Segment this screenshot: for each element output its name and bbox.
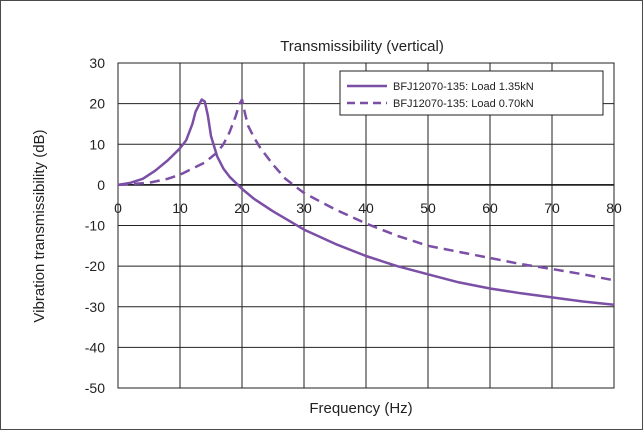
x-tick-label: 70 <box>544 200 560 216</box>
y-tick-label: -30 <box>85 299 105 315</box>
legend: BFJ12070-135: Load 1.35kN BFJ12070-135: … <box>339 70 604 116</box>
y-tick-label: -50 <box>85 380 105 396</box>
x-tick-label: 50 <box>420 200 436 216</box>
y-tick-label: -10 <box>85 218 105 234</box>
series-line-2 <box>117 98 615 282</box>
x-tick-label: 40 <box>358 200 374 216</box>
legend-label-2: BFJ12070-135: Load 0.70kN <box>393 98 534 110</box>
x-tick-label: 10 <box>172 200 188 216</box>
y-tick-label: -20 <box>85 258 105 274</box>
y-tick-label: 0 <box>97 177 105 193</box>
y-tick-label: 20 <box>89 96 105 112</box>
legend-box <box>339 70 604 116</box>
x-axis-label: Frequency (Hz) <box>309 400 412 417</box>
y-tick-label: 30 <box>89 55 105 71</box>
y-axis-label: Vibration transmissibility (dB) <box>31 129 48 322</box>
x-tick-label: 20 <box>234 200 250 216</box>
legend-label-1: BFJ12070-135: Load 1.35kN <box>393 81 534 93</box>
tick-labels: 0 10 20 30 40 50 60 70 80 30 20 10 0 -10 -20 -30 -40 -50 <box>85 55 622 396</box>
x-tick-label: 80 <box>606 200 622 216</box>
y-tick-label: -40 <box>85 339 105 355</box>
x-tick-label: 30 <box>296 200 312 216</box>
grid <box>117 62 615 389</box>
x-tick-label: 0 <box>114 200 122 216</box>
y-tick-label: 10 <box>89 136 105 152</box>
chart-title: Transmissibility (vertical) <box>280 38 444 55</box>
series-line-1 <box>117 98 615 306</box>
x-tick-label: 60 <box>482 200 498 216</box>
series-lines <box>117 98 615 306</box>
